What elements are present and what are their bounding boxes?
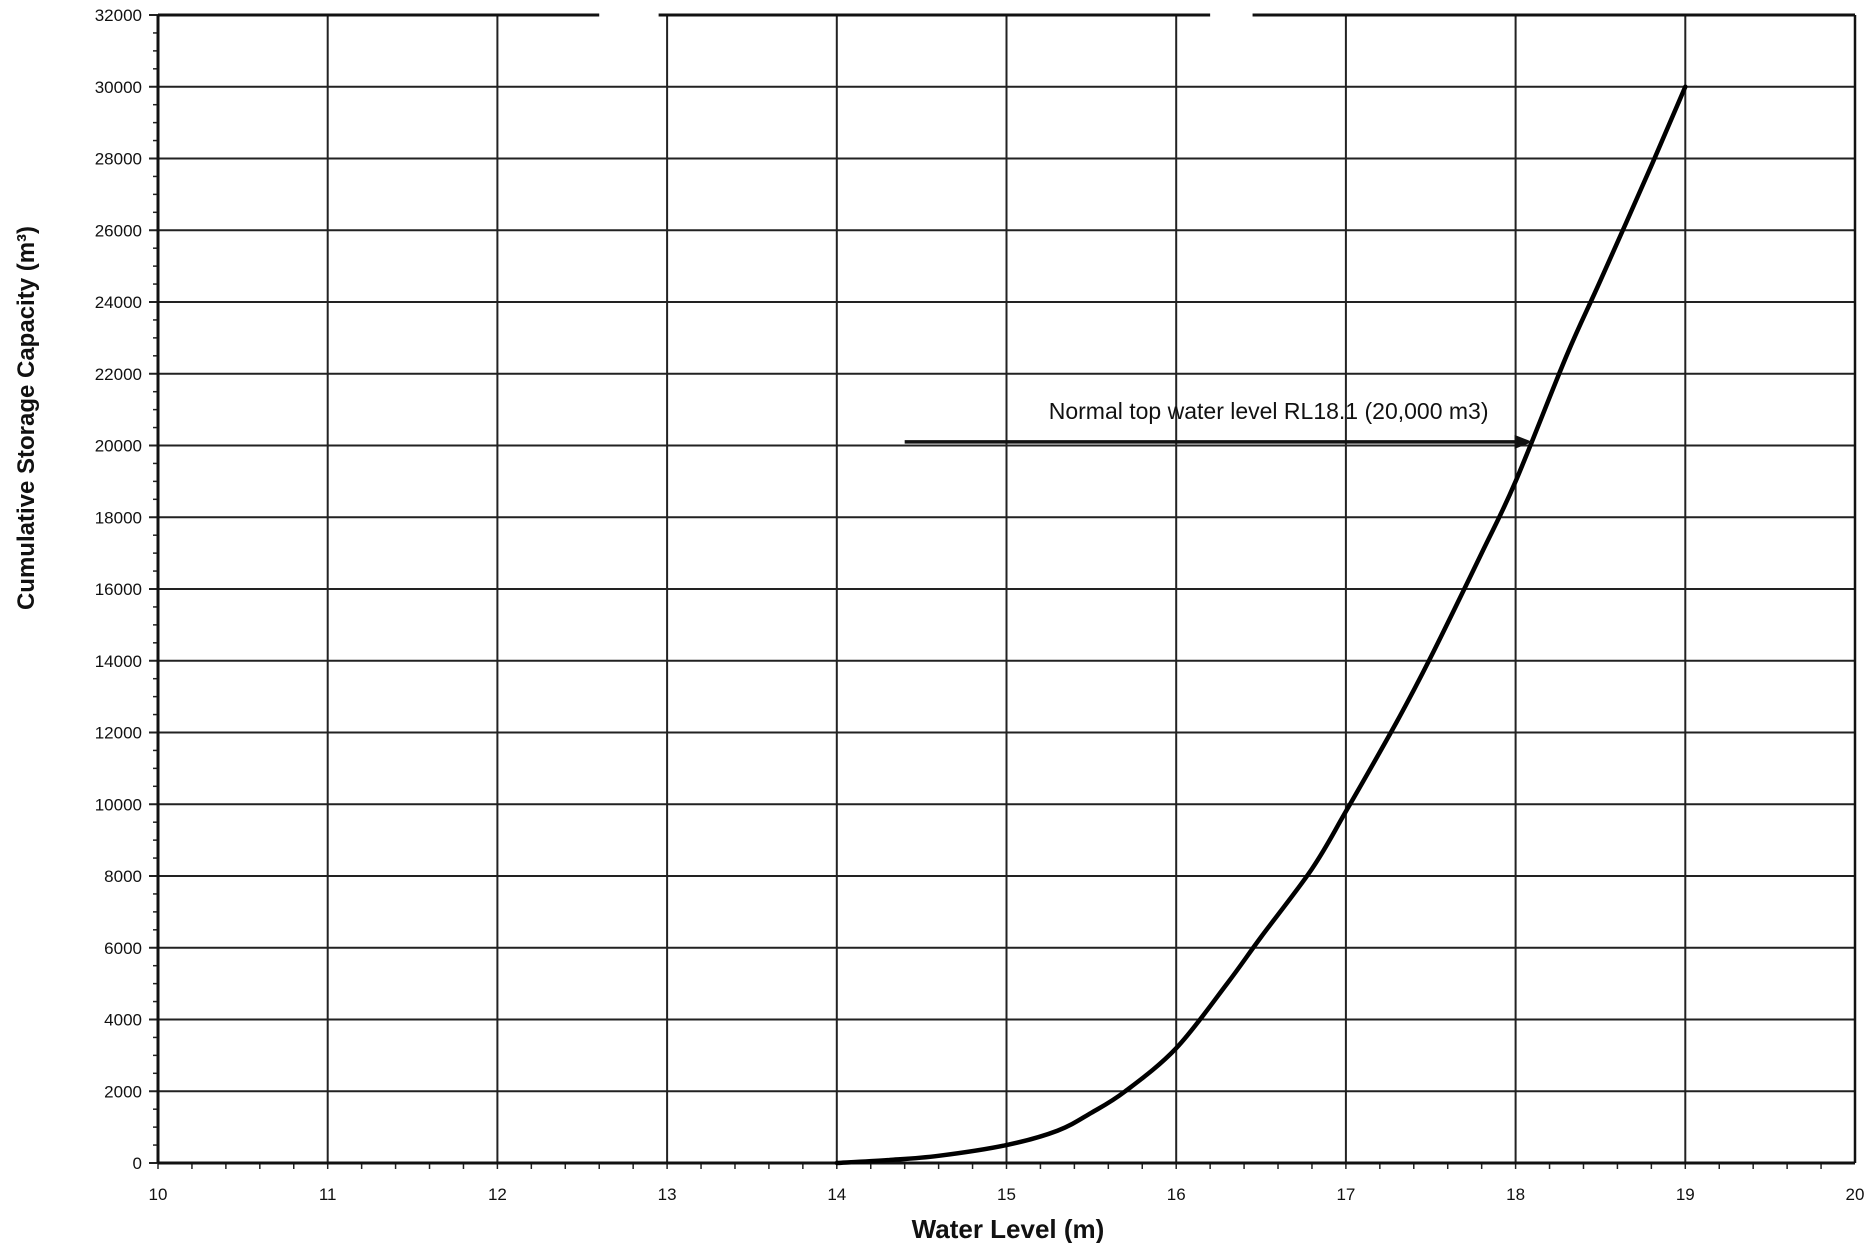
annotation-arrow-head (1514, 434, 1533, 449)
x-tick-label: 14 (827, 1185, 846, 1204)
x-tick-label: 19 (1676, 1185, 1695, 1204)
y-tick-label: 30000 (95, 78, 142, 97)
annotation-group: Normal top water level RL18.1 (20,000 m3… (904, 398, 1533, 449)
y-tick-label: 18000 (95, 508, 142, 527)
y-tick-label: 10000 (95, 795, 142, 814)
x-axis-title: Water Level (m) (912, 1214, 1105, 1243)
y-tick-label: 0 (133, 1154, 142, 1173)
y-tick-label: 12000 (95, 724, 142, 743)
series-group (834, 84, 1688, 1166)
y-tick-label: 32000 (95, 6, 142, 25)
x-tick-label: 17 (1336, 1185, 1355, 1204)
x-tick-label: 11 (319, 1185, 337, 1204)
y-tick-label: 22000 (95, 365, 142, 384)
storage-curve (834, 84, 1688, 1166)
x-tick-label: 15 (997, 1185, 1016, 1204)
x-tick-label: 10 (149, 1185, 168, 1204)
x-tick-label: 13 (658, 1185, 677, 1204)
y-tick-label: 28000 (95, 150, 142, 169)
y-tick-label: 14000 (95, 652, 142, 671)
y-tick-label: 16000 (95, 580, 142, 599)
x-tick-label: 18 (1506, 1185, 1525, 1204)
annotation-label: Normal top water level RL18.1 (20,000 m3… (1049, 398, 1489, 424)
y-tick-label: 20000 (95, 437, 142, 456)
y-tick-label: 6000 (104, 939, 142, 958)
y-tick-label: 24000 (95, 293, 142, 312)
y-tick-label: 8000 (104, 867, 142, 886)
y-tick-label: 4000 (104, 1011, 142, 1030)
tick-labels: 10 11 12 13 14 15 16 17 18 19 20 0 2000 4000 6000 8000 1… (95, 6, 1865, 1204)
y-axis-title: Cumulative Storage Capacity (m³) (13, 226, 40, 610)
x-tick-label: 20 (1846, 1185, 1865, 1204)
y-tick-label: 26000 (95, 221, 142, 240)
grid-lines (158, 15, 1856, 1163)
x-tick-label: 12 (488, 1185, 507, 1204)
y-tick-label: 2000 (104, 1082, 142, 1101)
axes (149, 13, 1857, 1169)
x-tick-label: 16 (1167, 1185, 1186, 1204)
